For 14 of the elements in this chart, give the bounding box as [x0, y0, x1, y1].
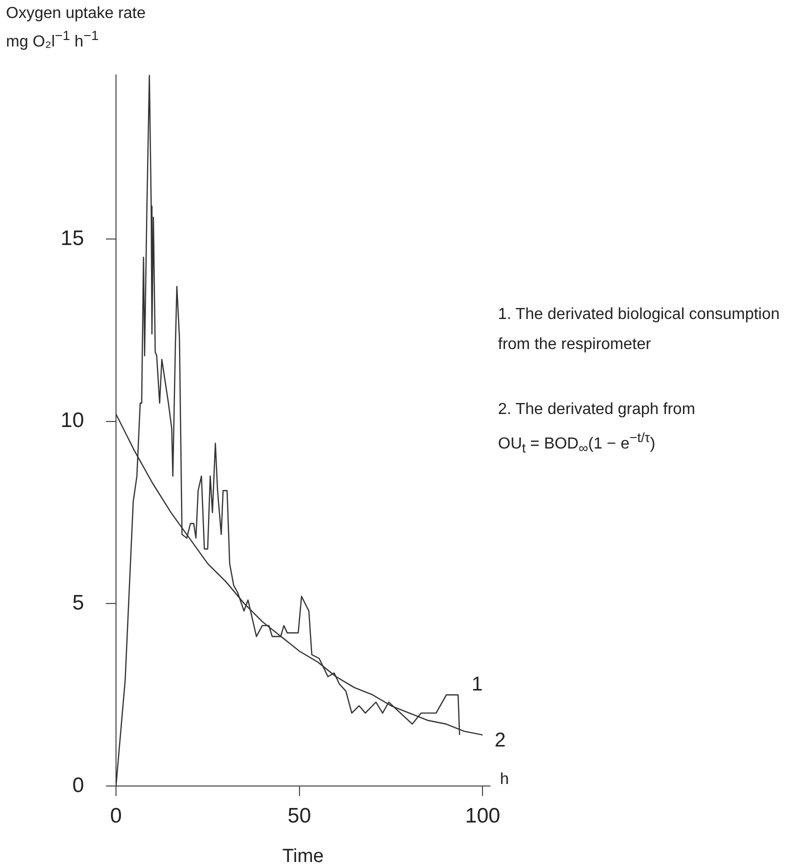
y-tick-label: 0 [72, 774, 84, 797]
x-tick-label: 100 [465, 804, 500, 828]
series-label: 1 [472, 673, 483, 696]
x-tick-label: 50 [288, 804, 312, 828]
y-tick-label: 15 [60, 226, 84, 250]
y-tick-label: 5 [72, 591, 84, 614]
x-tick-label: 0 [110, 804, 122, 828]
y-axis-title: Oxygen uptake rate mg O₂l$^{−1}$ h$^{−1}$ [6, 4, 146, 52]
text: h [500, 770, 509, 790]
y-tick-label: 10 [60, 409, 84, 432]
x-axis-title: Time [282, 846, 324, 867]
text: 1. The derivated biological consumption from the respirometer [498, 305, 780, 356]
series-label: 2 [494, 729, 506, 752]
text: 2. The derivated graph from OU$_{t}$ = BOD$_{∞}$(1 − e$^{−t/τ}$) [498, 400, 696, 458]
